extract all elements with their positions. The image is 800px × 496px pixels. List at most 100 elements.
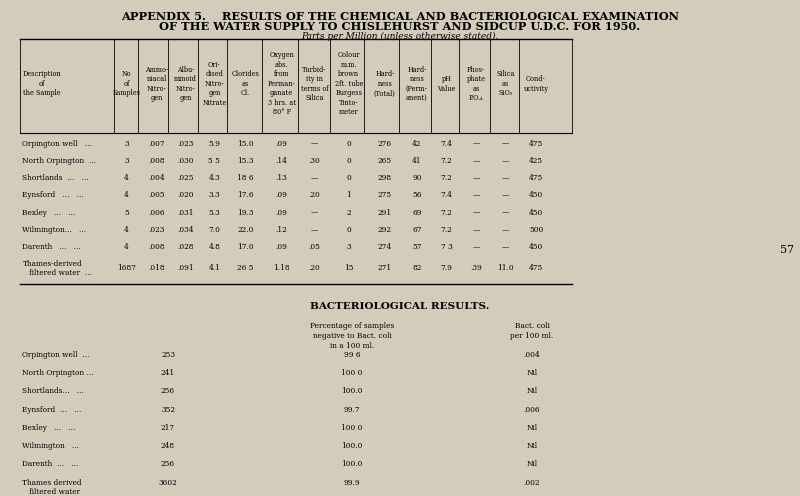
Text: 15.3: 15.3 — [238, 157, 254, 165]
Text: 17.6: 17.6 — [238, 191, 254, 199]
Text: Nil: Nil — [526, 369, 538, 377]
Text: Cond-
uctivity: Cond- uctivity — [523, 75, 549, 93]
Text: 82: 82 — [412, 264, 422, 272]
Text: 18 6: 18 6 — [238, 174, 254, 182]
Text: .20: .20 — [309, 191, 320, 199]
Text: .034: .034 — [178, 226, 194, 234]
Text: 100 0: 100 0 — [342, 369, 362, 377]
Text: 41: 41 — [412, 157, 422, 165]
Text: Ammo-
niacal
Nitro-
gen: Ammo- niacal Nitro- gen — [145, 66, 169, 102]
Text: 99.7: 99.7 — [344, 406, 360, 414]
Text: 256: 256 — [161, 460, 175, 468]
Text: .002: .002 — [524, 479, 540, 487]
Text: 57: 57 — [780, 245, 794, 254]
Text: .020: .020 — [178, 191, 194, 199]
Text: 7.2: 7.2 — [441, 174, 452, 182]
Text: OF THE WATER SUPPLY TO CHISLEHURST AND SIDCUP U.D.C. FOR 1950.: OF THE WATER SUPPLY TO CHISLEHURST AND S… — [159, 21, 641, 32]
Text: .05: .05 — [309, 243, 320, 251]
Text: 100 0: 100 0 — [342, 424, 362, 432]
Text: 3602: 3602 — [158, 479, 178, 487]
Text: 7.0: 7.0 — [209, 226, 220, 234]
Text: 4: 4 — [124, 191, 129, 199]
Text: Shortlands  ...   ...: Shortlands ... ... — [22, 174, 89, 182]
Text: 475: 475 — [529, 139, 543, 147]
Text: Wilmington...   ...: Wilmington... ... — [22, 226, 86, 234]
Text: 265: 265 — [378, 157, 392, 165]
Text: 99.9: 99.9 — [344, 479, 360, 487]
Text: 298: 298 — [378, 174, 392, 182]
Text: 291: 291 — [378, 209, 392, 217]
Text: Thames-derived
   filtered water  ...: Thames-derived filtered water ... — [22, 260, 93, 277]
Text: Nil: Nil — [526, 387, 538, 395]
Text: .09: .09 — [276, 139, 287, 147]
Text: 0: 0 — [346, 139, 351, 147]
Text: Silica
as
SiO₂: Silica as SiO₂ — [496, 70, 515, 98]
Text: 0: 0 — [346, 226, 351, 234]
Text: 4: 4 — [124, 226, 129, 234]
Text: 475: 475 — [529, 264, 543, 272]
Text: —: — — [310, 226, 318, 234]
Text: .12: .12 — [276, 226, 287, 234]
Text: 11.0: 11.0 — [498, 264, 514, 272]
Text: 271: 271 — [378, 264, 392, 272]
Text: 99 6: 99 6 — [344, 351, 360, 359]
Text: 69: 69 — [412, 209, 422, 217]
Text: .14: .14 — [276, 157, 287, 165]
Text: 7.2: 7.2 — [441, 226, 452, 234]
Text: Orpington well   ...: Orpington well ... — [22, 139, 92, 147]
Text: 7 3: 7 3 — [441, 243, 452, 251]
Text: 100.0: 100.0 — [342, 387, 362, 395]
Text: Bact. coli
per 100 ml.: Bact. coli per 100 ml. — [510, 322, 554, 340]
Text: 450: 450 — [529, 243, 543, 251]
Text: APPENDIX 5.    RESULTS OF THE CHEMICAL AND BACTERIOLOGICAL EXAMINATION: APPENDIX 5. RESULTS OF THE CHEMICAL AND … — [121, 10, 679, 21]
Text: 90: 90 — [412, 174, 422, 182]
Text: 22.0: 22.0 — [238, 226, 254, 234]
Text: Percentage of samples
negative to Bact. coli
in a 100 ml.: Percentage of samples negative to Bact. … — [310, 322, 394, 350]
Text: 248: 248 — [161, 442, 175, 450]
Text: 57: 57 — [412, 243, 422, 251]
Text: .004: .004 — [149, 174, 165, 182]
Text: 4.8: 4.8 — [209, 243, 220, 251]
Text: .028: .028 — [178, 243, 194, 251]
Text: 7.4: 7.4 — [441, 139, 452, 147]
Text: 253: 253 — [161, 351, 175, 359]
Text: 275: 275 — [378, 191, 392, 199]
Text: .030: .030 — [178, 157, 194, 165]
Text: Bexley   ...   ...: Bexley ... ... — [22, 424, 76, 432]
Text: Orpington well  ...: Orpington well ... — [22, 351, 90, 359]
Text: North Orpington  ...: North Orpington ... — [22, 157, 97, 165]
Text: 5: 5 — [124, 209, 129, 217]
Text: Turbid-
ity in
terms of
Silica: Turbid- ity in terms of Silica — [301, 66, 328, 102]
Text: .20: .20 — [309, 264, 320, 272]
Text: Nil: Nil — [526, 424, 538, 432]
Text: .13: .13 — [276, 174, 287, 182]
Text: Eynsford   ...   ...: Eynsford ... ... — [22, 191, 84, 199]
Text: 500: 500 — [529, 226, 543, 234]
Text: pH
Value: pH Value — [438, 75, 455, 93]
Text: 4.3: 4.3 — [209, 174, 220, 182]
Text: Wilmington   ...: Wilmington ... — [22, 442, 79, 450]
Text: —: — — [502, 226, 510, 234]
Text: 5.9: 5.9 — [209, 139, 220, 147]
Text: .018: .018 — [149, 264, 165, 272]
Text: .008: .008 — [149, 157, 165, 165]
Text: Nil: Nil — [526, 460, 538, 468]
Text: 292: 292 — [378, 226, 392, 234]
Text: 450: 450 — [529, 209, 543, 217]
Text: —: — — [310, 209, 318, 217]
Text: Bexley   ...   ...: Bexley ... ... — [22, 209, 76, 217]
Text: 15.0: 15.0 — [238, 139, 254, 147]
Text: Hard-
ness
(Total): Hard- ness (Total) — [374, 70, 396, 98]
Text: 450: 450 — [529, 191, 543, 199]
Text: Shortlands...   ...: Shortlands... ... — [22, 387, 84, 395]
Text: —: — — [472, 226, 480, 234]
Text: —: — — [502, 191, 510, 199]
Text: 26 5: 26 5 — [238, 264, 254, 272]
Text: 17.0: 17.0 — [238, 243, 254, 251]
Text: Parts per Million (unless otherwise stated).: Parts per Million (unless otherwise stat… — [302, 32, 498, 41]
Text: 42: 42 — [412, 139, 422, 147]
Text: Clorides
as
Cl.: Clorides as Cl. — [232, 70, 259, 98]
Text: Darenth   ...   ...: Darenth ... ... — [22, 243, 81, 251]
Text: .023: .023 — [149, 226, 165, 234]
Text: 100.0: 100.0 — [342, 442, 362, 450]
